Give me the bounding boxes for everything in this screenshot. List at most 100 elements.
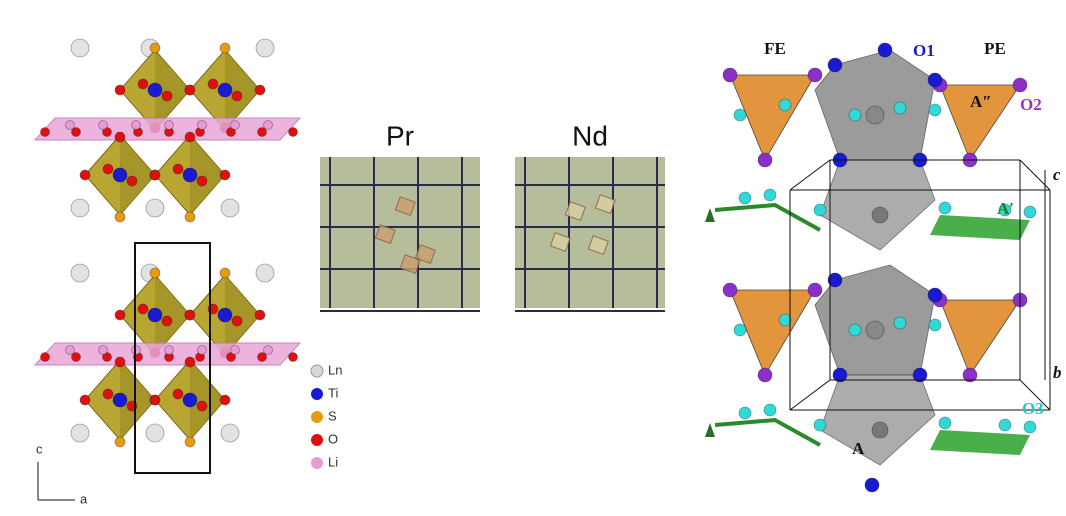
polyhedron [939, 84, 1021, 161]
photo-label: Pr [386, 120, 414, 151]
crystal [414, 244, 436, 265]
atom [172, 163, 184, 175]
atom [738, 406, 752, 420]
atom [1012, 77, 1028, 93]
polyhedron [729, 74, 816, 161]
cell-edge [789, 379, 831, 411]
atom [733, 323, 747, 337]
atom [778, 313, 792, 327]
crystal-structure [705, 42, 1051, 493]
octahedron-face [190, 135, 225, 215]
atom [263, 120, 273, 130]
atom [71, 127, 81, 137]
atom [182, 392, 198, 408]
crystal [394, 196, 416, 217]
polyhedron [939, 299, 1021, 376]
octahedron-face [225, 275, 260, 355]
atom [231, 315, 243, 327]
atom [184, 436, 196, 448]
atom [778, 98, 792, 112]
atom [40, 352, 50, 362]
atom [70, 423, 90, 443]
atom [763, 188, 777, 202]
atom [807, 67, 823, 83]
crystal [564, 201, 586, 222]
atom [71, 352, 81, 362]
atom [149, 42, 161, 54]
legend-swatch [311, 457, 323, 469]
atom [207, 78, 219, 90]
atom [226, 352, 236, 362]
octahedron-face [190, 360, 225, 440]
atom [149, 169, 161, 181]
atom [738, 191, 752, 205]
atom [40, 127, 50, 137]
atom [65, 345, 75, 355]
atom [757, 152, 773, 168]
crystal [374, 224, 396, 245]
atom [184, 84, 196, 96]
atom [230, 345, 240, 355]
legend-label: Li [328, 454, 338, 469]
atom [102, 163, 114, 175]
atom [112, 392, 128, 408]
atom [184, 131, 196, 143]
atom [928, 103, 942, 117]
atom [79, 394, 91, 406]
atom [263, 345, 273, 355]
octahedron-face [120, 135, 155, 215]
atom [184, 211, 196, 223]
atom [114, 436, 126, 448]
atom [226, 127, 236, 137]
atom [102, 352, 112, 362]
legend: Ln Ti S O Li [310, 362, 342, 469]
crystal [587, 235, 609, 256]
octahedron-face [155, 50, 190, 130]
axis-label: c [1053, 165, 1061, 184]
octahedron-face [225, 50, 260, 130]
atom [871, 206, 889, 224]
polyhedron [819, 159, 936, 251]
bond [714, 417, 821, 447]
layered-structure [33, 38, 302, 448]
legend-swatch [311, 411, 323, 423]
site-label: A″ [970, 92, 992, 111]
atom [757, 367, 773, 383]
unit-cell [134, 242, 211, 474]
atom [217, 82, 233, 98]
atom [813, 203, 827, 217]
atom [848, 108, 862, 122]
atom [114, 131, 126, 143]
atom [149, 267, 161, 279]
octahedron-face [120, 360, 155, 440]
octahedron-face [155, 275, 190, 355]
atom [217, 307, 233, 323]
atom [182, 167, 198, 183]
atom [219, 267, 231, 279]
atom [865, 105, 885, 125]
atom [70, 263, 90, 283]
atom [763, 403, 777, 417]
atom [257, 127, 267, 137]
atom [184, 356, 196, 368]
atom [231, 90, 243, 102]
axis-label: c [36, 441, 43, 456]
atom [1023, 205, 1037, 219]
region-label: PE [984, 39, 1006, 58]
atom [131, 120, 141, 130]
site-label: A′ [997, 199, 1014, 218]
atom [865, 320, 885, 340]
atom [164, 345, 174, 355]
atom [114, 211, 126, 223]
atom [137, 303, 149, 315]
atom [288, 127, 298, 137]
atom [147, 82, 163, 98]
atom [938, 416, 952, 430]
atom [254, 309, 266, 321]
atom [927, 72, 943, 88]
polyhedron [819, 374, 936, 466]
atom [112, 167, 128, 183]
atom [733, 108, 747, 122]
atom [79, 169, 91, 181]
